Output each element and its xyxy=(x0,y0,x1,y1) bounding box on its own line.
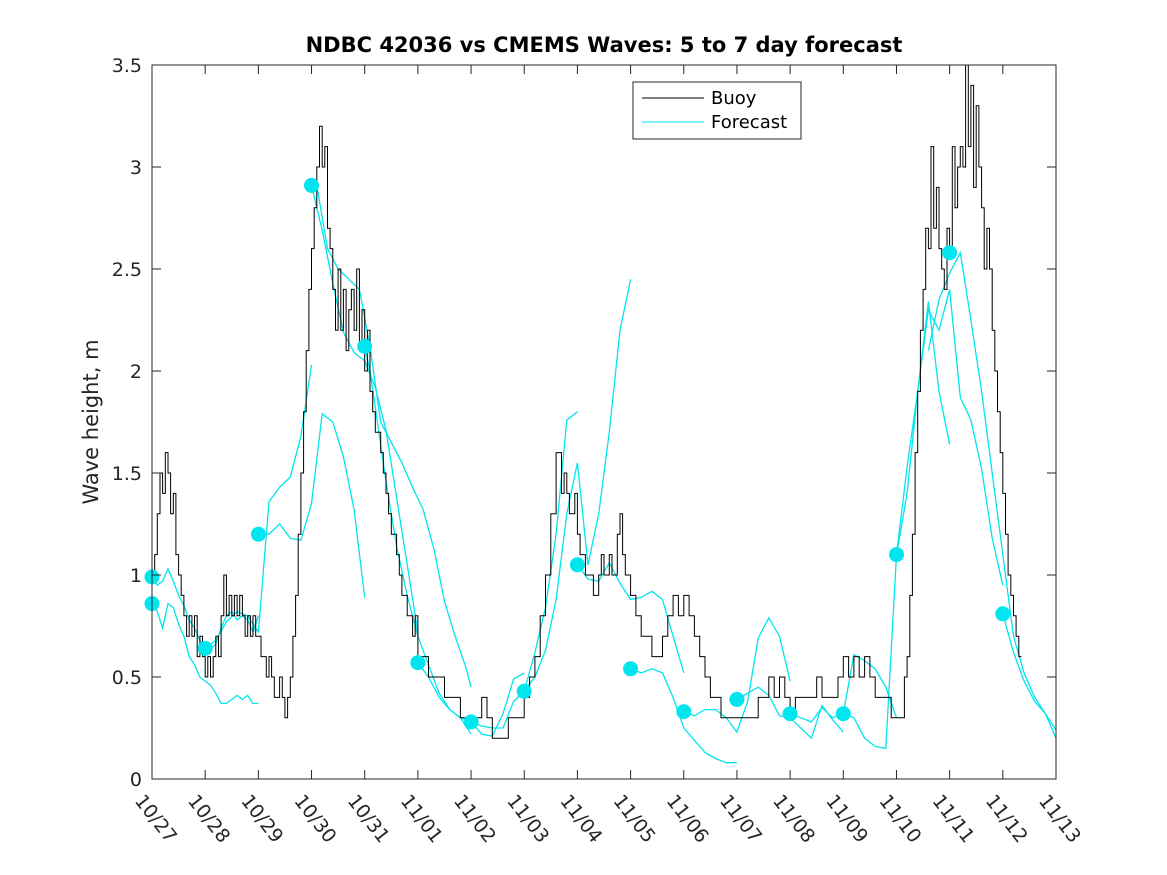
forecast-line-9 xyxy=(523,279,632,692)
forecast-marker-13 xyxy=(782,706,798,722)
y-tick-label-0: 0 xyxy=(130,769,142,791)
forecast-line-3 xyxy=(258,412,366,598)
forecast-marker-15 xyxy=(889,547,904,563)
forecast-marker-16 xyxy=(942,245,958,261)
forecast-line-6 xyxy=(316,185,472,688)
forecast-line-18 xyxy=(1002,613,1057,731)
forecast-marker-14 xyxy=(835,706,851,722)
forecast-line-12 xyxy=(683,616,791,734)
forecast-marker-8 xyxy=(516,683,532,699)
forecast-line-4 xyxy=(310,185,419,633)
y-tick-label-5: 2.5 xyxy=(112,259,142,281)
forecast-marker-2 xyxy=(197,640,213,656)
forecast-marker-10 xyxy=(623,661,639,677)
forecast-line-10 xyxy=(576,561,685,674)
y-tick-label-2: 1 xyxy=(130,565,142,587)
y-axis-label: Wave height, m xyxy=(79,339,103,504)
forecast-marker-11 xyxy=(676,704,692,720)
y-tick-label-4: 2 xyxy=(130,361,142,383)
legend-buoy-label: Buoy xyxy=(711,88,757,109)
forecast-marker-17 xyxy=(995,606,1011,622)
plot-area xyxy=(152,65,1056,779)
legend-box xyxy=(632,81,802,140)
forecast-line-16 xyxy=(895,289,1004,586)
forecast-line-0 xyxy=(151,602,259,705)
forecast-marker-4 xyxy=(304,177,319,193)
forecast-marker-3 xyxy=(250,526,266,542)
forecast-line-11 xyxy=(630,668,737,764)
y-tick-label-6: 3 xyxy=(130,157,142,179)
forecast-marker-7 xyxy=(463,714,479,730)
buoy-line xyxy=(152,64,1022,739)
y-tick-label-1: 0.5 xyxy=(112,667,142,689)
axes-box xyxy=(151,64,1057,780)
forecast-marker-9 xyxy=(569,557,585,573)
forecast-marker-12 xyxy=(729,691,745,707)
forecast-marker-6 xyxy=(410,655,426,671)
forecast-marker-5 xyxy=(357,339,373,354)
legend-forecast-label: Forecast xyxy=(711,112,787,133)
forecast-line-2 xyxy=(204,364,313,649)
y-tick-label-7: 3.5 xyxy=(112,55,142,77)
y-tick-label-3: 1.5 xyxy=(112,463,142,485)
chart-title: NDBC 42036 vs CMEMS Waves: 5 to 7 day fo… xyxy=(306,33,903,57)
forecast-line-17 xyxy=(927,250,1057,739)
legend: Buoy Forecast xyxy=(632,81,802,140)
